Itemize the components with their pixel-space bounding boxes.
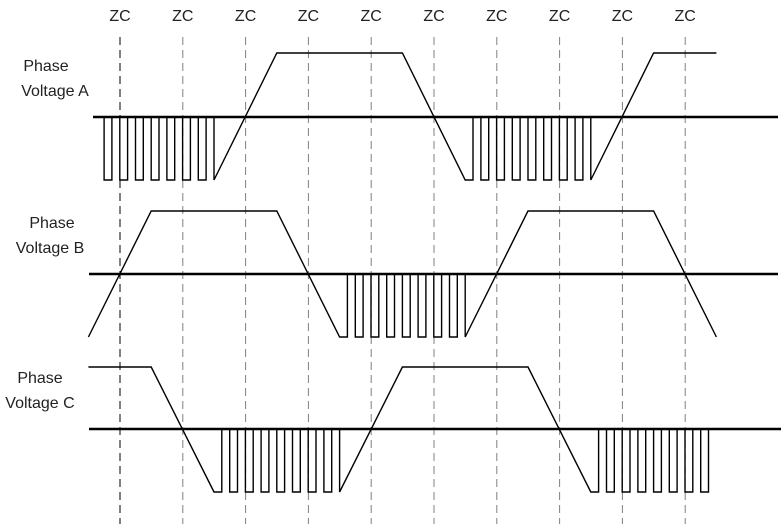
phase-waveforms — [87, 52, 781, 493]
phase-a-label-line2: Voltage A — [21, 83, 89, 100]
zc-label: ZC — [109, 8, 130, 25]
zc-label: ZC — [423, 8, 444, 25]
phase-a-waveform — [100, 52, 717, 181]
phase-b-waveform — [87, 210, 718, 338]
phase-c-label-line1: Phase — [17, 370, 62, 387]
zc-label: ZC — [612, 8, 633, 25]
zc-label: ZC — [172, 8, 193, 25]
zero-crossing-markers: ZC ZC ZC ZC ZC ZC ZC ZC ZC ZC — [109, 8, 696, 524]
phase-a-label-line1: Phase — [23, 58, 68, 75]
phase-b-label-line1: Phase — [29, 215, 74, 232]
zc-label: ZC — [486, 8, 507, 25]
zc-label: ZC — [361, 8, 382, 25]
zc-label: ZC — [675, 8, 696, 25]
phase-c-waveform — [88, 366, 717, 493]
zc-label: ZC — [298, 8, 319, 25]
zc-label: ZC — [235, 8, 256, 25]
phase-b-label-line2: Voltage B — [16, 240, 85, 257]
zc-label: ZC — [549, 8, 570, 25]
phase-c-label-line2: Voltage C — [5, 395, 74, 412]
